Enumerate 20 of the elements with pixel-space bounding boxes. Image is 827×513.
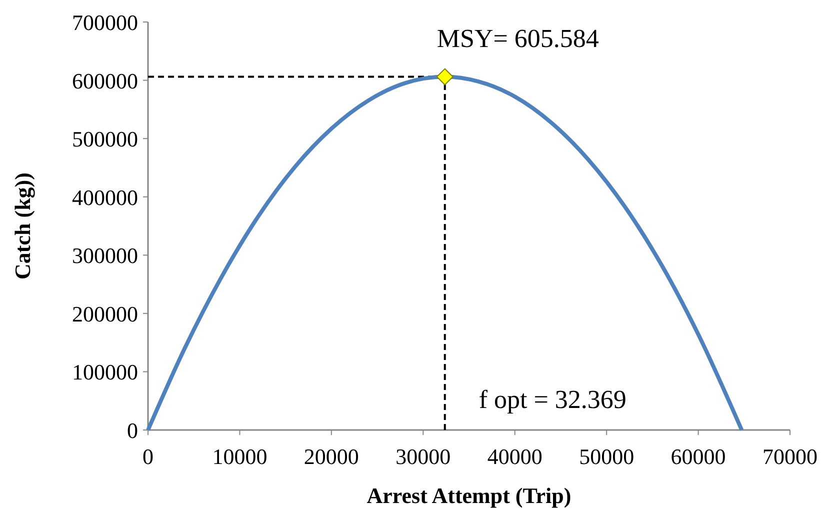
- x-tick-label: 60000: [670, 444, 726, 469]
- y-axis-title: Catch (kg)): [10, 172, 35, 280]
- x-tick-label: 50000: [579, 444, 634, 469]
- y-tick-label: 100000: [72, 360, 138, 385]
- x-axis-title: Arrest Attempt (Trip): [366, 483, 572, 508]
- x-tick-label: 30000: [396, 444, 451, 469]
- x-tick-label: 20000: [304, 444, 359, 469]
- annotation: f opt = 32.369: [478, 385, 626, 414]
- x-tick-label: 40000: [487, 444, 542, 469]
- x-tick-label: 10000: [212, 444, 268, 469]
- y-tick-label: 500000: [72, 126, 138, 152]
- y-tick-label: 200000: [72, 301, 138, 326]
- y-tick-label: 400000: [72, 184, 138, 210]
- y-tick-label: 700000: [72, 10, 138, 35]
- y-tick-label: 300000: [72, 243, 138, 268]
- y-tick-label: 0: [127, 418, 138, 443]
- annotation: MSY= 605.584: [436, 24, 599, 53]
- y-tick-label: 600000: [72, 68, 138, 94]
- x-tick-label: 70000: [762, 444, 818, 469]
- x-tick-label: 0: [142, 444, 154, 469]
